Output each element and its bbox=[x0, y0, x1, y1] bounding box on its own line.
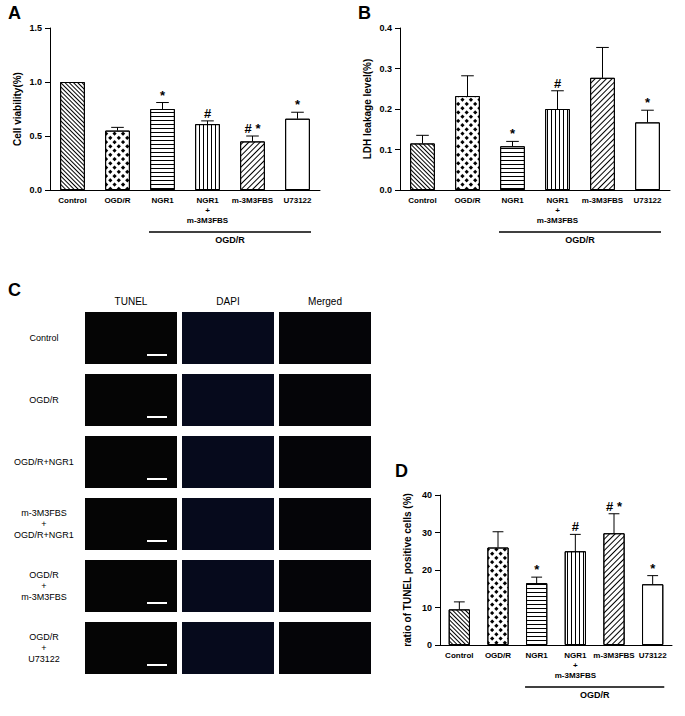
svg-text:0.5: 0.5 bbox=[29, 131, 42, 141]
svg-text:m-3M3FBS: m-3M3FBS bbox=[555, 671, 597, 680]
svg-text:NGR1: NGR1 bbox=[546, 196, 569, 205]
svg-text:*: * bbox=[650, 561, 656, 576]
html-text:OGD/R: OGD/R bbox=[29, 394, 59, 405]
svg-text:1.0: 1.0 bbox=[29, 77, 42, 87]
svg-text:0.4: 0.4 bbox=[379, 23, 392, 33]
svg-text:10: 10 bbox=[422, 603, 432, 613]
html-text:Control: Control bbox=[29, 332, 59, 343]
svg-text:0: 0 bbox=[427, 640, 432, 650]
svg-text:D: D bbox=[395, 461, 408, 481]
svg-text:*: * bbox=[534, 562, 540, 577]
svg-text:m-3M3FBS: m-3M3FBS bbox=[187, 216, 229, 225]
svg-text:0.2: 0.2 bbox=[379, 104, 392, 114]
svg-text:U73122: U73122 bbox=[633, 196, 662, 205]
svg-text:+: + bbox=[555, 206, 560, 215]
svg-text:NGR1: NGR1 bbox=[151, 196, 174, 205]
svg-text:Cell viability(%): Cell viability(%) bbox=[12, 72, 23, 146]
svg-text:+: + bbox=[573, 661, 578, 670]
svg-text:#: # bbox=[204, 106, 212, 121]
svg-text:0.3: 0.3 bbox=[379, 64, 392, 74]
svg-text:OGD/R: OGD/R bbox=[104, 196, 130, 205]
svg-text:#: # bbox=[572, 519, 580, 534]
html-text:DAPI: DAPI bbox=[216, 296, 240, 307]
svg-text:OGD/R: OGD/R bbox=[215, 235, 245, 245]
svg-text:B: B bbox=[358, 3, 371, 23]
svg-text:+: + bbox=[205, 206, 210, 215]
svg-text:*: * bbox=[160, 88, 166, 103]
svg-text:*: * bbox=[645, 95, 651, 110]
svg-text:1.5: 1.5 bbox=[29, 23, 42, 33]
svg-text:m-3M3FBS: m-3M3FBS bbox=[582, 196, 624, 205]
svg-text:30: 30 bbox=[422, 528, 432, 538]
html-text:TUNEL: TUNEL bbox=[114, 296, 148, 307]
svg-text:LDH leakage level(%): LDH leakage level(%) bbox=[362, 59, 373, 160]
svg-text:*: * bbox=[510, 126, 516, 141]
svg-text:OGD/R: OGD/R bbox=[454, 196, 480, 205]
svg-text:U73122: U73122 bbox=[283, 196, 312, 205]
svg-text:ratio of TUNEL positive cells: ratio of TUNEL positive cells (%) bbox=[402, 493, 413, 647]
svg-text:#: # bbox=[554, 76, 562, 91]
svg-text:# *: # * bbox=[245, 121, 262, 136]
svg-text:0.0: 0.0 bbox=[29, 185, 42, 195]
html-text:OGD/R + U73122: OGD/R + U73122 bbox=[28, 631, 60, 664]
svg-text:Control: Control bbox=[58, 196, 86, 205]
html-text:OGD/R+NGR1: OGD/R+NGR1 bbox=[14, 456, 74, 467]
svg-text:U73122: U73122 bbox=[639, 651, 668, 660]
svg-text:0.1: 0.1 bbox=[379, 145, 392, 155]
svg-text:*: * bbox=[295, 97, 301, 112]
svg-text:Control: Control bbox=[408, 196, 436, 205]
svg-text:OGD/R: OGD/R bbox=[485, 651, 511, 660]
svg-text:OGD/R: OGD/R bbox=[565, 235, 595, 245]
svg-text:NGR1: NGR1 bbox=[564, 651, 587, 660]
svg-text:Control: Control bbox=[445, 651, 473, 660]
svg-text:40: 40 bbox=[422, 490, 432, 500]
svg-text:OGD/R: OGD/R bbox=[580, 690, 610, 700]
svg-text:NGR1: NGR1 bbox=[501, 196, 524, 205]
svg-text:0.0: 0.0 bbox=[379, 185, 392, 195]
svg-text:m-3M3FBS: m-3M3FBS bbox=[593, 651, 635, 660]
svg-text:NGR1: NGR1 bbox=[196, 196, 219, 205]
html-text:m-3M3FBS + OGD/R+NGR1: m-3M3FBS + OGD/R+NGR1 bbox=[14, 507, 74, 540]
svg-text:m-3M3FBS: m-3M3FBS bbox=[537, 216, 579, 225]
svg-text:20: 20 bbox=[422, 565, 432, 575]
html-text:OGD/R + m-3M3FBS: OGD/R + m-3M3FBS bbox=[21, 569, 67, 602]
html-text:Merged: Merged bbox=[308, 296, 342, 307]
svg-text:NGR1: NGR1 bbox=[526, 651, 549, 660]
svg-text:A: A bbox=[8, 3, 21, 23]
svg-text:m-3M3FBS: m-3M3FBS bbox=[232, 196, 274, 205]
svg-text:# *: # * bbox=[606, 499, 623, 514]
html-text:C: C bbox=[8, 280, 21, 300]
